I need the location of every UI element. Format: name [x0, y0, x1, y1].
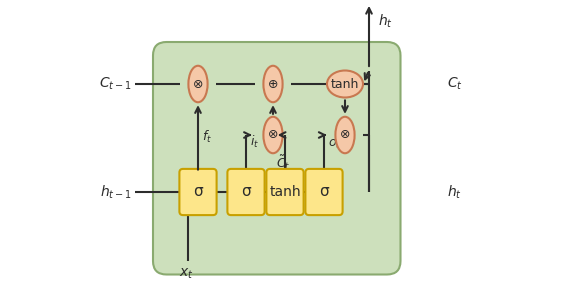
Text: $h_t$: $h_t$ — [378, 12, 393, 30]
FancyBboxPatch shape — [153, 42, 401, 274]
Text: tanh: tanh — [269, 185, 301, 199]
Text: $o_t$: $o_t$ — [328, 138, 341, 151]
Text: ⊗: ⊗ — [268, 128, 278, 142]
Text: $h_{t-1}$: $h_{t-1}$ — [100, 183, 132, 201]
Text: σ: σ — [193, 184, 203, 200]
Ellipse shape — [263, 117, 283, 153]
Ellipse shape — [263, 66, 283, 102]
Text: ⊗: ⊗ — [193, 77, 203, 91]
FancyBboxPatch shape — [227, 169, 264, 215]
FancyBboxPatch shape — [306, 169, 343, 215]
Text: $f_t$: $f_t$ — [202, 129, 211, 146]
Text: σ: σ — [319, 184, 329, 200]
Ellipse shape — [335, 117, 355, 153]
Ellipse shape — [189, 66, 207, 102]
Text: $i_t$: $i_t$ — [250, 134, 259, 150]
Text: $x_t$: $x_t$ — [178, 267, 193, 281]
Ellipse shape — [327, 70, 363, 98]
Text: $C_t$: $C_t$ — [447, 76, 463, 92]
Text: $h_t$: $h_t$ — [447, 183, 462, 201]
FancyBboxPatch shape — [266, 169, 304, 215]
Text: $C_{t-1}$: $C_{t-1}$ — [99, 76, 132, 92]
Text: ⊗: ⊗ — [340, 128, 350, 142]
Text: $\tilde{C}_t$: $\tilde{C}_t$ — [276, 153, 291, 172]
Text: σ: σ — [241, 184, 251, 200]
Text: tanh: tanh — [331, 77, 359, 91]
Text: ⊕: ⊕ — [268, 77, 278, 91]
FancyBboxPatch shape — [180, 169, 217, 215]
